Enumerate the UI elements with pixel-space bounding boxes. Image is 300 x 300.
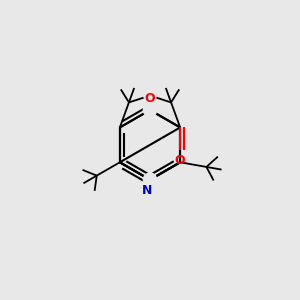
Circle shape (143, 173, 157, 186)
Circle shape (143, 103, 157, 117)
Text: N: N (142, 184, 153, 197)
Text: O: O (145, 92, 155, 105)
Text: O: O (175, 154, 185, 167)
